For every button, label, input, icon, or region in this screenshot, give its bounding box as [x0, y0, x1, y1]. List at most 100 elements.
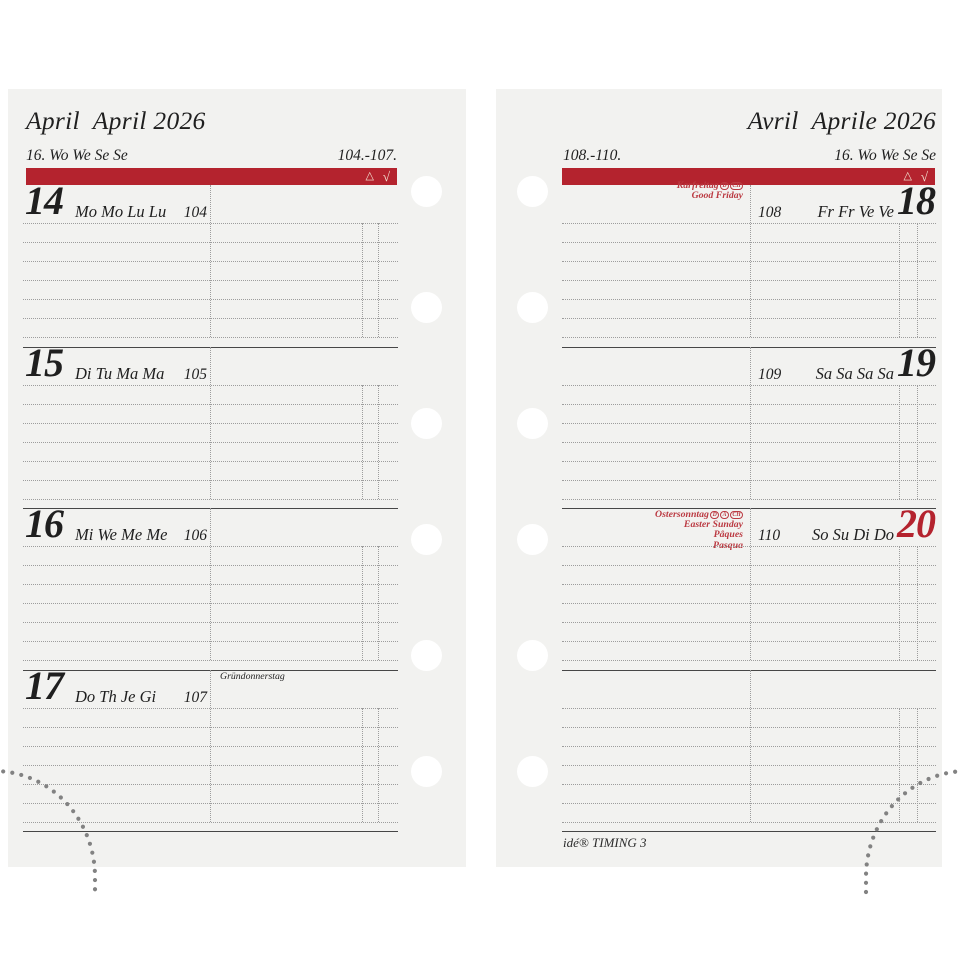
ruled-line: [562, 708, 936, 709]
binder-hole: [411, 756, 442, 787]
day-number: 19: [897, 340, 936, 385]
page-title: Avril Aprile 2026: [747, 106, 936, 135]
day-separator: [562, 347, 936, 348]
ruled-line: [562, 784, 936, 785]
weekday-labels: Mo Mo Lu Lu: [75, 202, 167, 221]
vertical-divider: [750, 670, 751, 822]
vertical-divider: [210, 185, 211, 337]
vertical-divider: [378, 385, 379, 499]
vertical-divider: [750, 508, 751, 660]
vertical-divider: [750, 347, 751, 499]
day-block-14: 14 Mo Mo Lu Lu 104: [23, 181, 398, 346]
day-number: 20: [897, 501, 936, 546]
holiday-line: Pâques: [713, 529, 743, 541]
page-bottom-rule: [23, 831, 398, 832]
ruled-line: [562, 641, 936, 642]
week-ribbon: △ √: [562, 168, 935, 185]
ruled-line: [562, 318, 936, 319]
triangle-marker-icon: △: [903, 170, 912, 182]
day-number: 17: [25, 663, 64, 708]
right-page: Avril Aprile 2026 108.-110. 16. Wo We Se…: [496, 89, 942, 867]
weekday-labels: Mi We Me Me: [75, 525, 168, 544]
week-label: 16. Wo We Se Se: [834, 147, 936, 164]
day-separator: [562, 508, 936, 509]
ruled-line: [23, 660, 398, 661]
holiday-line: Good Friday: [691, 190, 743, 202]
ruled-line: [562, 660, 936, 661]
vertical-divider: [899, 223, 900, 337]
holiday-line: Ostersonntag D A CH: [655, 509, 743, 520]
vertical-divider: [917, 385, 918, 499]
vertical-divider: [378, 708, 379, 822]
vertical-divider: [750, 185, 751, 337]
day-block-20: Ostersonntag D A CH Easter Sunday Pâques Pa…: [562, 504, 936, 669]
ruled-line: [562, 442, 936, 443]
ruled-line: [23, 337, 398, 338]
vertical-divider: [917, 223, 918, 337]
binder-hole: [517, 176, 548, 207]
check-marker-icon: √: [382, 169, 390, 184]
holiday-line: Easter Sunday: [683, 519, 743, 531]
ruled-line: [562, 404, 936, 405]
weekday-labels: Di Tu Ma Ma: [75, 364, 165, 383]
holiday-note: Gründonnerstag: [220, 671, 285, 682]
day-of-year: 110: [758, 526, 781, 544]
ruled-line: [562, 727, 936, 728]
weekday-labels: Fr Fr Ve Ve: [817, 202, 894, 221]
binder-hole: [411, 292, 442, 323]
country-badge: A: [720, 510, 729, 519]
ruled-line: [562, 499, 936, 500]
ruled-line: [562, 584, 936, 585]
country-badge: CH: [730, 510, 743, 519]
ruled-line: [562, 337, 936, 338]
ruled-line: [562, 603, 936, 604]
ruled-line: [562, 803, 936, 804]
ruled-line: [562, 746, 936, 747]
binder-hole: [517, 756, 548, 787]
day-block-18: Karfreitag D CH Good Friday 108 Fr Fr Ve V…: [562, 180, 936, 346]
ruled-line: [562, 261, 936, 262]
binder-hole: [517, 524, 548, 555]
binder-hole: [517, 292, 548, 323]
day-number: 16: [25, 501, 64, 546]
day-block-15: 15 Di Tu Ma Ma 105: [23, 343, 398, 508]
binder-hole: [411, 640, 442, 671]
vertical-divider: [917, 546, 918, 660]
ruled-line: [562, 622, 936, 623]
ruled-line: [23, 499, 398, 500]
vertical-divider: [362, 708, 363, 822]
country-badge: D: [720, 181, 729, 190]
ruled-line: [562, 423, 936, 424]
ruled-line: [562, 242, 936, 243]
holiday-note: Karfreitag D CH Good Friday: [677, 180, 743, 202]
binder-hole: [411, 524, 442, 555]
day-of-year: 109: [758, 365, 782, 383]
ruled-line: [562, 299, 936, 300]
ruled-line: [562, 480, 936, 481]
day-of-year: 105: [183, 365, 207, 383]
day-number: 18: [897, 178, 936, 223]
ruled-line: [562, 461, 936, 462]
day-number: 14: [25, 178, 64, 223]
page-title: April April 2026: [26, 106, 206, 135]
check-marker-icon: √: [920, 169, 928, 184]
vertical-divider: [917, 708, 918, 822]
vertical-divider: [362, 546, 363, 660]
country-badge: CH: [730, 181, 743, 190]
ruled-line: [562, 765, 936, 766]
binder-hole: [411, 176, 442, 207]
day-range-label: 108.-110.: [563, 147, 622, 164]
day-separator: [562, 670, 936, 671]
binder-hole: [411, 408, 442, 439]
holiday-line: Karfreitag D CH: [677, 180, 743, 191]
day-of-year: 106: [183, 526, 207, 544]
binder-hole: [517, 408, 548, 439]
page-bottom-rule: [562, 831, 936, 832]
day-of-year: 108: [758, 203, 782, 221]
vertical-divider: [210, 347, 211, 499]
holiday-line: Pasqua: [713, 539, 743, 551]
day-range-label: 104.-107.: [337, 147, 397, 164]
day-block-19: 109 Sa Sa Sa Sa 19: [562, 343, 936, 508]
weekday-labels: Do Th Je Gi: [75, 687, 157, 706]
vertical-divider: [378, 546, 379, 660]
